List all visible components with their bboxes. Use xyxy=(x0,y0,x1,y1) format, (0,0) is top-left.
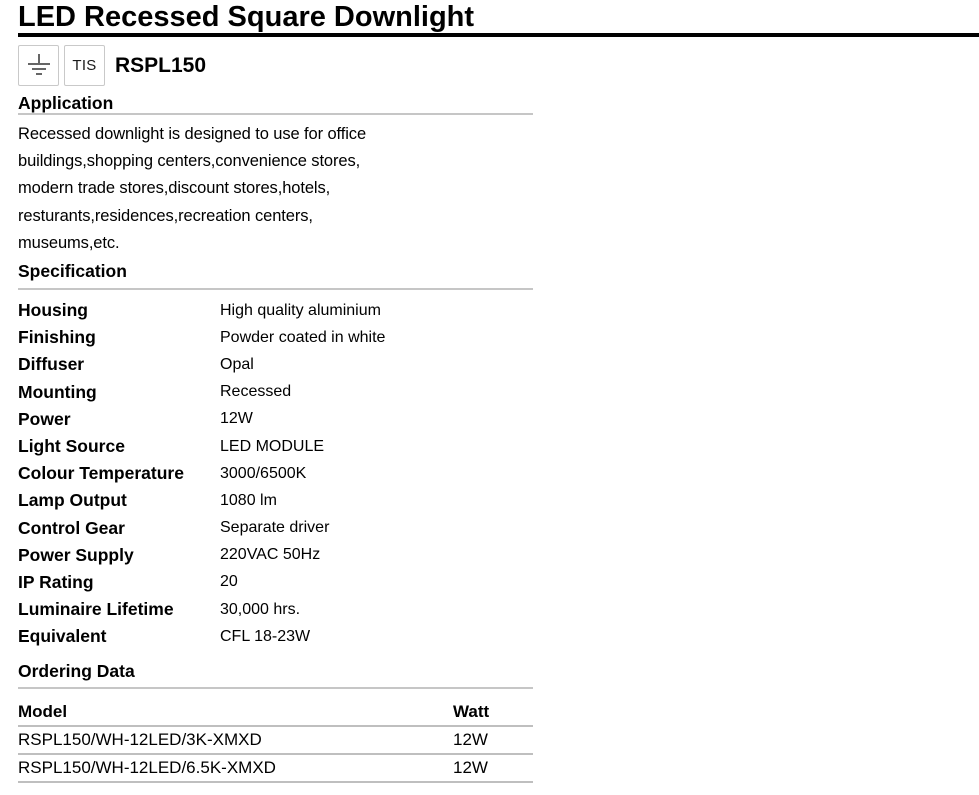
ordering-table-header: Model Watt xyxy=(18,698,533,727)
application-text-line: museums,etc. xyxy=(18,233,120,252)
spec-label: Housing xyxy=(18,300,88,321)
column-header-model: Model xyxy=(18,701,68,721)
ordering-watt-cell: 12W xyxy=(453,758,488,777)
specification-heading: Specification xyxy=(18,261,127,281)
spec-value: 3000/6500K xyxy=(220,464,307,482)
ordering-data-heading: Ordering Data xyxy=(18,661,135,681)
spec-label: Lamp Output xyxy=(18,490,127,511)
ordering-table-row: RSPL150/WH-12LED/3K-XMXD 12W xyxy=(18,727,533,755)
title-divider xyxy=(18,33,979,37)
application-heading: Application xyxy=(18,93,114,113)
spec-value: Recessed xyxy=(220,383,292,401)
ordering-model-cell: RSPL150/WH-12LED/6.5K-XMXD xyxy=(18,758,276,777)
spec-label: Power Supply xyxy=(18,544,134,565)
spec-value: LED MODULE xyxy=(220,437,325,455)
spec-value: CFL 18-23W xyxy=(220,627,311,645)
ordering-model-cell: RSPL150/WH-12LED/3K-XMXD xyxy=(18,730,262,749)
spec-value: 20 xyxy=(220,573,238,591)
earth-ground-icon xyxy=(18,45,59,86)
badge-row: TIS RSPL150 xyxy=(18,45,206,86)
ordering-data-section: Ordering Data Model Watt RSPL150/WH-12LE… xyxy=(18,661,533,783)
application-text-line: Recessed downlight is designed to use fo… xyxy=(18,125,367,143)
spec-row: Mounting Recessed xyxy=(18,379,533,406)
specification-section: Specification Housing High quality alumi… xyxy=(18,261,533,650)
ordering-watt-cell: 12W xyxy=(453,730,488,749)
spec-row: Light Source LED MODULE xyxy=(18,433,533,460)
tis-badge-label: TIS xyxy=(72,57,97,74)
application-text-line: resturants,residences,recreation centers… xyxy=(18,206,313,225)
spec-row: Equivalent CFL 18-23W xyxy=(18,623,533,650)
specification-rows: Housing High quality aluminium Finishing… xyxy=(18,297,533,650)
application-text-line: buildings,shopping centers,convenience s… xyxy=(18,152,361,171)
spec-row: Housing High quality aluminium xyxy=(18,297,533,324)
spec-row: Power Supply 220VAC 50Hz xyxy=(18,542,533,569)
spec-value: Opal xyxy=(220,355,254,373)
spec-row: Colour Temperature 3000/6500K xyxy=(18,460,533,487)
spec-row: Finishing Powder coated in white xyxy=(18,324,533,351)
spec-label: Diffuser xyxy=(18,354,85,375)
spec-value: 30,000 hrs. xyxy=(220,600,301,618)
spec-label: Finishing xyxy=(18,327,96,348)
application-divider xyxy=(18,113,533,115)
spec-value: High quality aluminium xyxy=(220,301,381,319)
model-code: RSPL150 xyxy=(115,53,207,77)
spec-label: Colour Temperature xyxy=(18,463,184,484)
spec-row: Luminaire Lifetime 30,000 hrs. xyxy=(18,596,533,623)
spec-label: Mounting xyxy=(18,381,97,402)
spec-label: IP Rating xyxy=(18,571,94,592)
spec-value: 1080 lm xyxy=(220,491,277,509)
spec-value: Separate driver xyxy=(220,519,330,537)
ordering-table-row: RSPL150/WH-12LED/6.5K-XMXD 12W xyxy=(18,755,533,783)
spec-value: 12W xyxy=(220,410,253,428)
spec-row: Power 12W xyxy=(18,406,533,433)
spec-row: IP Rating 20 xyxy=(18,569,533,596)
spec-label: Luminaire Lifetime xyxy=(18,599,174,620)
spec-value: Powder coated in white xyxy=(220,328,386,346)
column-header-watt: Watt xyxy=(453,701,490,721)
spec-row: Lamp Output 1080 lm xyxy=(18,487,533,514)
ordering-table: Model Watt RSPL150/WH-12LED/3K-XMXD 12W … xyxy=(18,698,533,783)
spec-label: Equivalent xyxy=(18,626,107,647)
spec-row: Control Gear Separate driver xyxy=(18,515,533,542)
tis-certification-badge: TIS xyxy=(64,45,105,86)
application-text-line: modern trade stores,discount stores,hote… xyxy=(18,179,331,198)
spec-value: 220VAC 50Hz xyxy=(220,546,321,564)
spec-row: Diffuser Opal xyxy=(18,351,533,378)
application-section: Application Recessed downlight is design… xyxy=(18,93,533,257)
spec-label: Light Source xyxy=(18,436,125,457)
page-title: LED Recessed Square Downlight xyxy=(18,1,475,33)
specification-divider xyxy=(18,288,533,290)
spec-label: Power xyxy=(18,408,71,429)
spec-label: Control Gear xyxy=(18,517,125,538)
application-text: Recessed downlight is designed to use fo… xyxy=(18,121,533,257)
ordering-data-divider xyxy=(18,687,533,689)
